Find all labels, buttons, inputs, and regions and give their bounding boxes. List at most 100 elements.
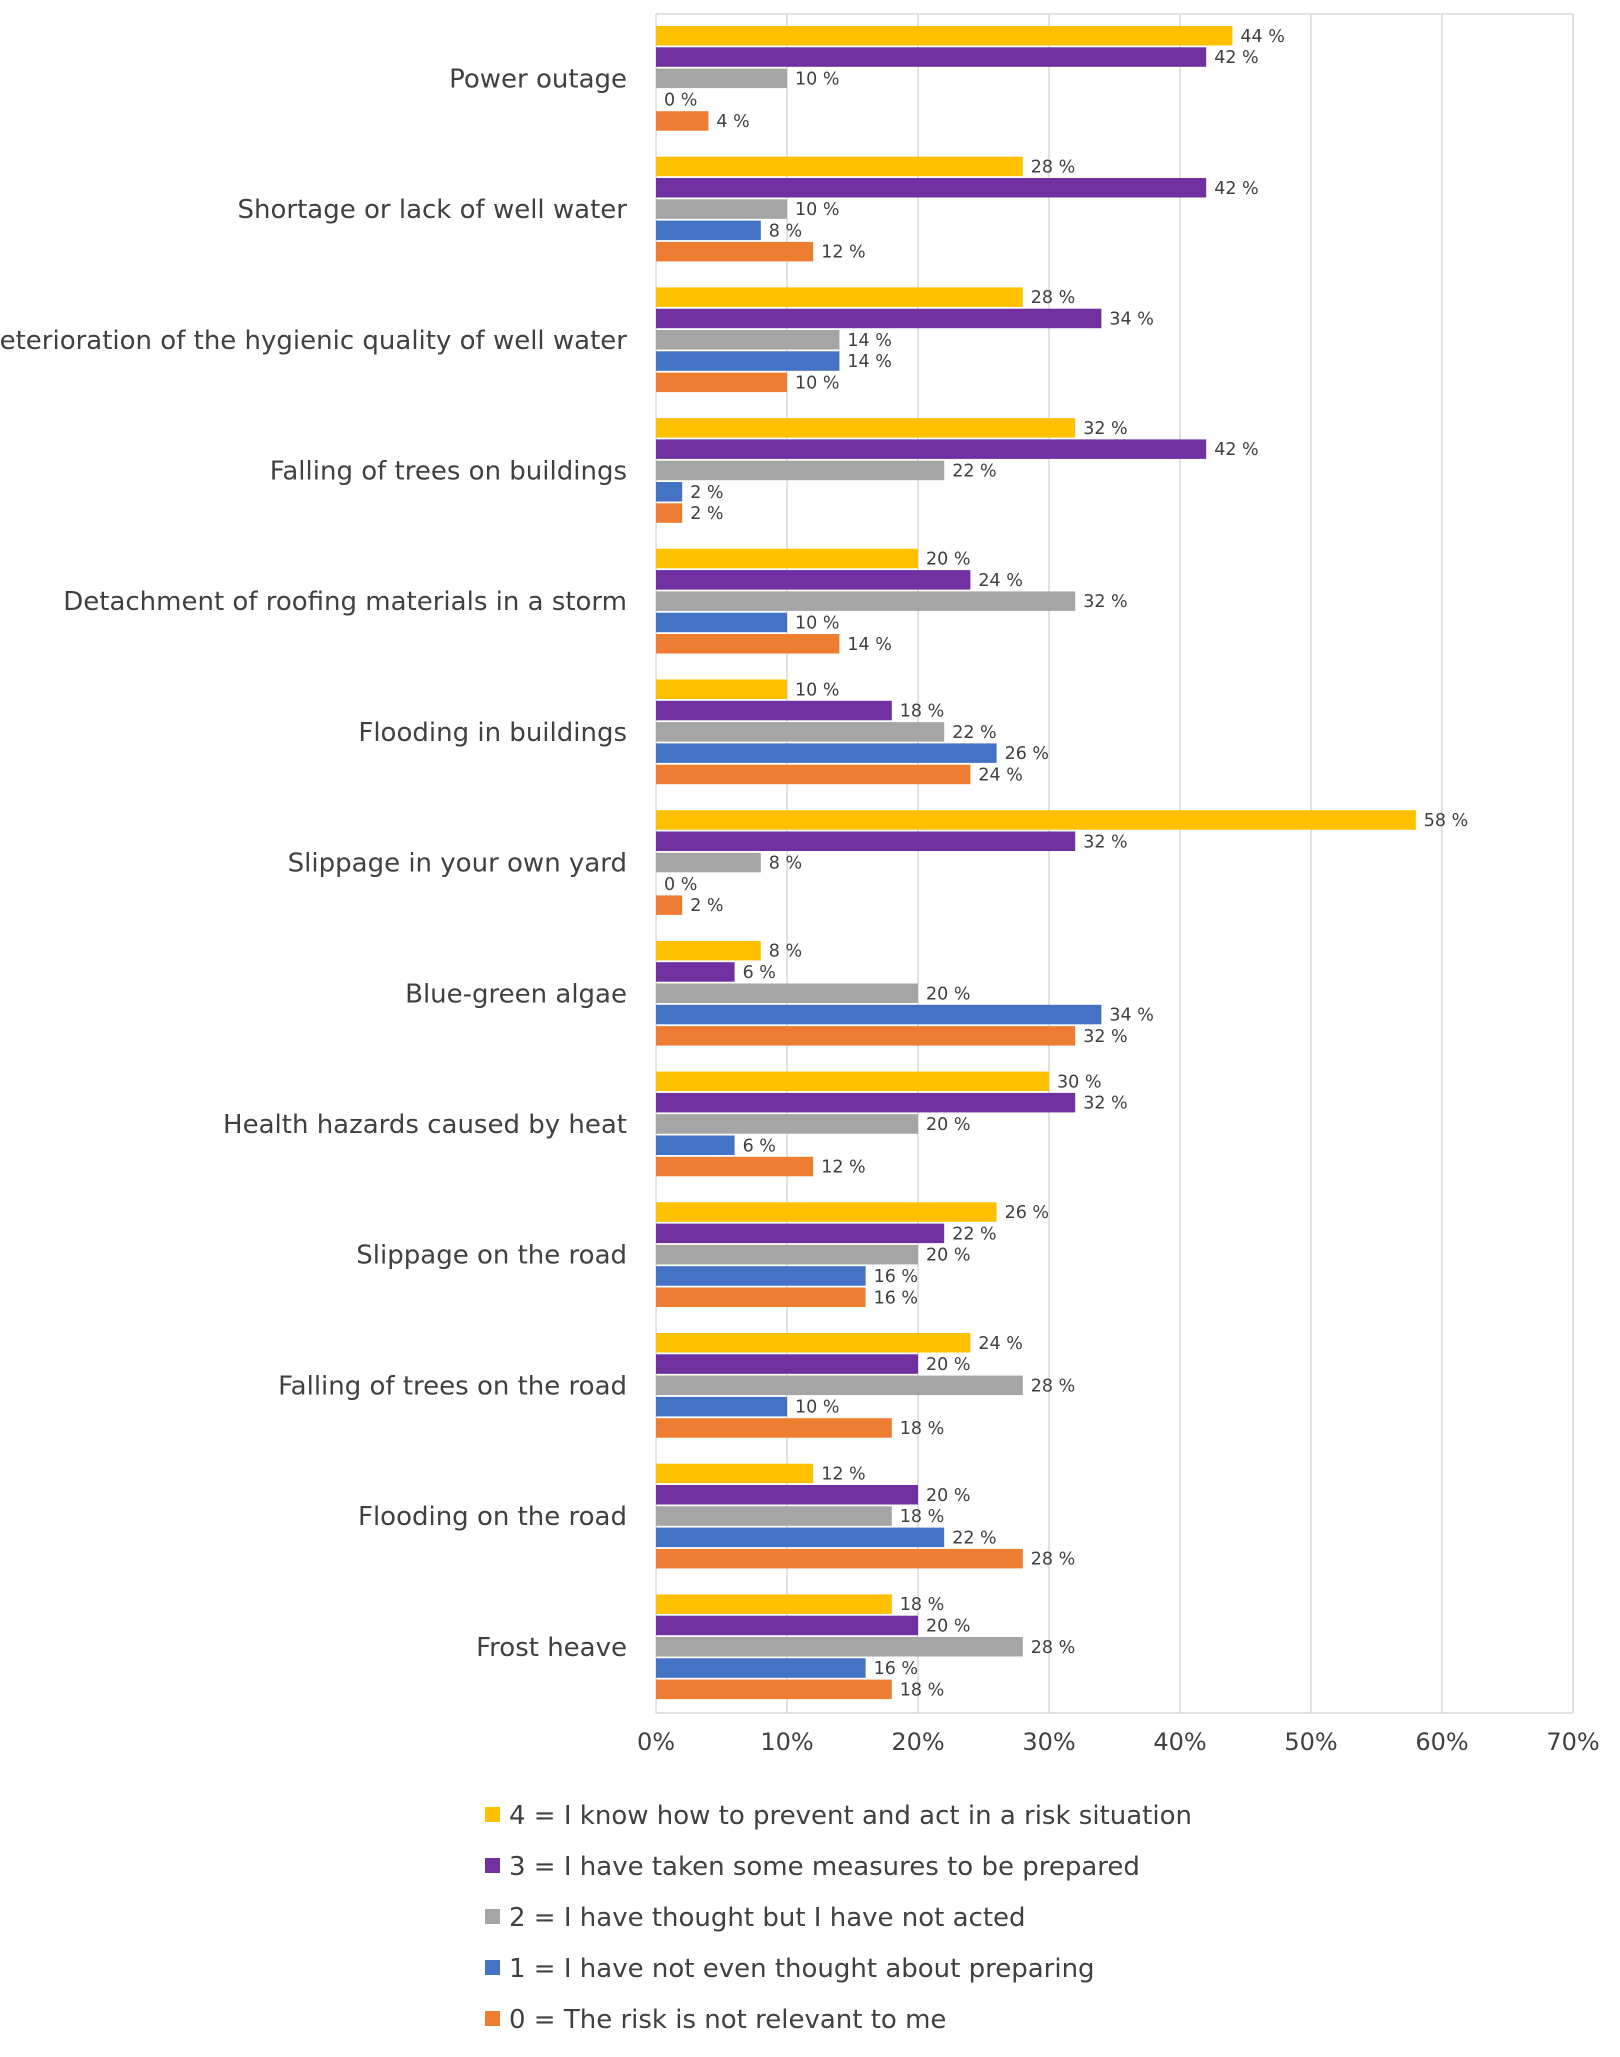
bar-12-series-2 [656,1637,1023,1657]
data-label-1-1: 42 % [1214,179,1258,199]
bar-9-series-1 [656,1223,945,1244]
bar-6-series-1 [656,831,1076,851]
data-label-8-0: 30 % [1057,1072,1101,1092]
data-label-9-4: 16 % [874,1288,918,1308]
bar-8-series-2 [656,1114,918,1134]
bar-1-series-0 [656,156,1023,177]
x-axis-ticks: 0% 10% 20% 30% 40% 50% 60% 70% [637,1728,1600,1756]
bar-4-series-0 [656,548,918,569]
bar-8-series-4 [656,1156,814,1177]
data-label-10-0: 24 % [978,1334,1022,1354]
data-label-5-2: 22 % [952,723,996,743]
data-label-4-0: 20 % [926,550,970,570]
bar-5-series-2 [656,722,945,742]
data-label-4-4: 14 % [847,635,891,655]
data-label-11-0: 12 % [821,1464,865,1484]
data-label-5-0: 10 % [795,680,839,700]
category-labels: Power outage Shortage or lack of well wat… [0,64,627,1662]
data-label-1-4: 12 % [821,243,865,263]
data-label-8-2: 20 % [926,1115,970,1135]
bar-5-series-3 [656,743,997,763]
bar-2-series-0 [656,287,1023,307]
legend-label-1: 3 = I have taken some measures to be pre… [509,1852,1140,1882]
bar-4-series-3 [656,612,787,633]
bar-2-series-2 [656,330,840,350]
bar-3-series-4 [656,503,683,523]
bar-6-series-0 [656,810,1416,830]
bar-3-series-1 [656,439,1207,459]
bar-5-series-4 [656,764,971,785]
data-label-6-4: 2 % [690,896,723,916]
category-label: Flooding on the road [358,1502,627,1532]
legend-swatch-3 [485,1960,500,1975]
data-label-2-3: 14 % [847,352,891,372]
x-tick-label: 40% [1153,1728,1206,1756]
bar-9-series-4 [656,1287,866,1307]
data-label-9-2: 20 % [926,1246,970,1266]
data-label-11-4: 28 % [1031,1550,1075,1570]
bar-0-series-4 [656,111,709,131]
bar-10-series-1 [656,1354,918,1374]
x-tick-label: 0% [637,1728,675,1756]
legend-label-2: 2 = I have thought but I have not acted [509,1903,1026,1933]
bar-6-series-2 [656,852,761,873]
data-label-5-1: 18 % [900,702,944,722]
data-label-10-2: 28 % [1031,1376,1075,1396]
data-label-12-2: 28 % [1031,1638,1075,1658]
legend-swatch-0 [485,1807,500,1822]
category-label: Slippage on the road [356,1241,627,1271]
data-label-6-2: 8 % [769,854,802,874]
data-label-8-3: 6 % [743,1136,776,1156]
x-tick-label: 50% [1284,1728,1337,1756]
bar-4-series-2 [656,591,1076,611]
data-label-10-3: 10 % [795,1398,839,1418]
legend: 4 = I know how to prevent and act in a r… [485,1801,1192,2035]
bar-5-series-0 [656,679,787,699]
data-label-4-2: 32 % [1083,592,1127,612]
bar-7-series-2 [656,983,918,1003]
data-label-7-3: 34 % [1109,1006,1153,1026]
bar-7-series-1 [656,962,735,982]
category-label: Power outage [449,64,627,94]
bar-6-series-4 [656,895,683,915]
bar-1-series-1 [656,178,1207,198]
data-label-12-3: 16 % [874,1659,918,1679]
bar-10-series-2 [656,1375,1023,1396]
category-label: Shortage or lack of well water [238,195,628,225]
data-label-7-1: 6 % [743,963,776,983]
bar-10-series-0 [656,1333,971,1353]
data-label-8-4: 12 % [821,1158,865,1178]
x-tick-label: 20% [891,1728,944,1756]
category-label: Detachment of roofing materials in a sto… [63,587,627,617]
data-label-10-4: 18 % [900,1419,944,1439]
bar-8-series-1 [656,1092,1076,1113]
bar-11-series-2 [656,1506,892,1526]
bar-0-series-2 [656,68,787,89]
data-label-1-0: 28 % [1031,157,1075,177]
data-label-11-2: 18 % [900,1507,944,1527]
bar-10-series-3 [656,1396,787,1417]
bar-12-series-0 [656,1594,892,1614]
data-label-9-0: 26 % [1005,1203,1049,1223]
data-label-9-1: 22 % [952,1224,996,1244]
bar-2-series-4 [656,372,787,393]
data-label-12-0: 18 % [900,1595,944,1615]
category-label: Deterioration of the hygienic quality of… [0,326,627,356]
legend-label-3: 1 = I have not even thought about prepar… [509,1954,1095,1984]
data-label-3-2: 22 % [952,461,996,481]
data-label-11-1: 20 % [926,1486,970,1506]
bar-5-series-1 [656,700,892,721]
data-label-12-4: 18 % [900,1680,944,1700]
bar-0-series-0 [656,26,1233,46]
bar-7-series-0 [656,940,761,961]
bar-1-series-4 [656,241,814,262]
category-label: Frost heave [476,1633,627,1663]
data-label-7-0: 8 % [769,942,802,962]
category-label: Blue-green algae [405,979,627,1009]
bar-12-series-1 [656,1615,918,1636]
data-label-3-4: 2 % [690,504,723,524]
data-label-5-3: 26 % [1005,744,1049,764]
bar-7-series-4 [656,1026,1076,1046]
data-label-7-2: 20 % [926,984,970,1004]
category-label: Falling of trees on buildings [270,456,627,486]
